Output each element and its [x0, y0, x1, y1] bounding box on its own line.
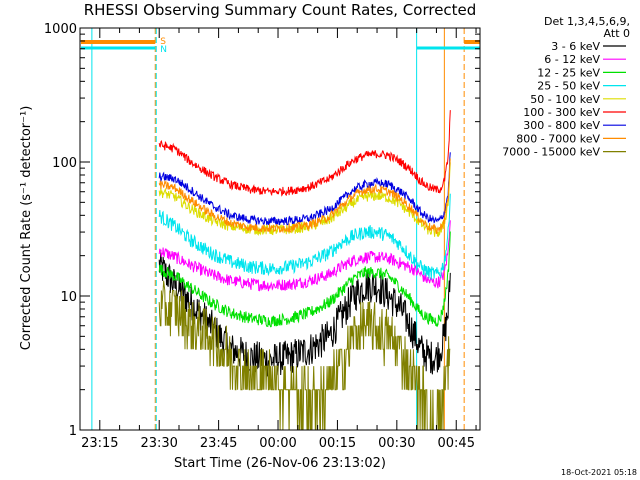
x-tick-label: 00:45 [438, 436, 475, 451]
y-axis-label: Corrected Count Rate (s⁻¹ detector⁻¹) [19, 106, 34, 351]
x-tick-label: 23:15 [81, 436, 118, 451]
series-line [158, 231, 451, 328]
series-line [158, 152, 451, 226]
plot-area: SN [81, 28, 480, 430]
series-line [158, 162, 451, 237]
n-marker-label: N [160, 45, 167, 55]
legend-header-line2: Att 0 [604, 27, 630, 40]
legend-label: 25 - 50 keV [537, 80, 600, 93]
series-line [158, 280, 451, 430]
y-tick-label: 100 [52, 156, 77, 171]
series-line [158, 110, 451, 197]
series-line [158, 193, 451, 280]
x-tick-label: 23:45 [200, 436, 237, 451]
series-line [158, 220, 451, 292]
legend-label: 300 - 800 keV [523, 119, 600, 132]
legend-label: 800 - 7000 keV [516, 132, 600, 145]
plot-frame [79, 27, 481, 431]
x-tick-label: 00:30 [378, 436, 415, 451]
x-tick-label: 00:15 [319, 436, 356, 451]
x-tick-label: 23:30 [140, 436, 177, 451]
x-axis-label: Start Time (26-Nov-06 23:13:02) [174, 456, 386, 471]
y-tick-label: 10 [60, 290, 77, 305]
legend-label: 50 - 100 keV [530, 93, 600, 106]
y-tick-label: 1 [69, 424, 77, 439]
chart-title: RHESSI Observing Summary Count Rates, Co… [84, 1, 477, 19]
axes: 1 10 100 1000 23:15 23:30 23:45 00:00 00:15 00:30… [44, 22, 481, 451]
legend-label: 12 - 25 keV [537, 66, 600, 79]
legend-label: 3 - 6 keV [551, 40, 600, 53]
s-marker-label: S [160, 37, 166, 47]
legend-label: 100 - 300 keV [523, 106, 600, 119]
footer-timestamp: 18-Oct-2021 05:18 [561, 468, 637, 477]
x-tick-label: 00:00 [259, 436, 296, 451]
series-line [158, 249, 451, 377]
legend-header: Det 1,3,4,5,6,9, [544, 15, 630, 28]
y-tick-label: 1000 [44, 22, 77, 37]
legend-label: 7000 - 15000 keV [502, 146, 600, 159]
legend-label: 6 - 12 keV [544, 53, 600, 66]
series-line [158, 158, 451, 234]
plot-inner: SN [81, 28, 480, 430]
